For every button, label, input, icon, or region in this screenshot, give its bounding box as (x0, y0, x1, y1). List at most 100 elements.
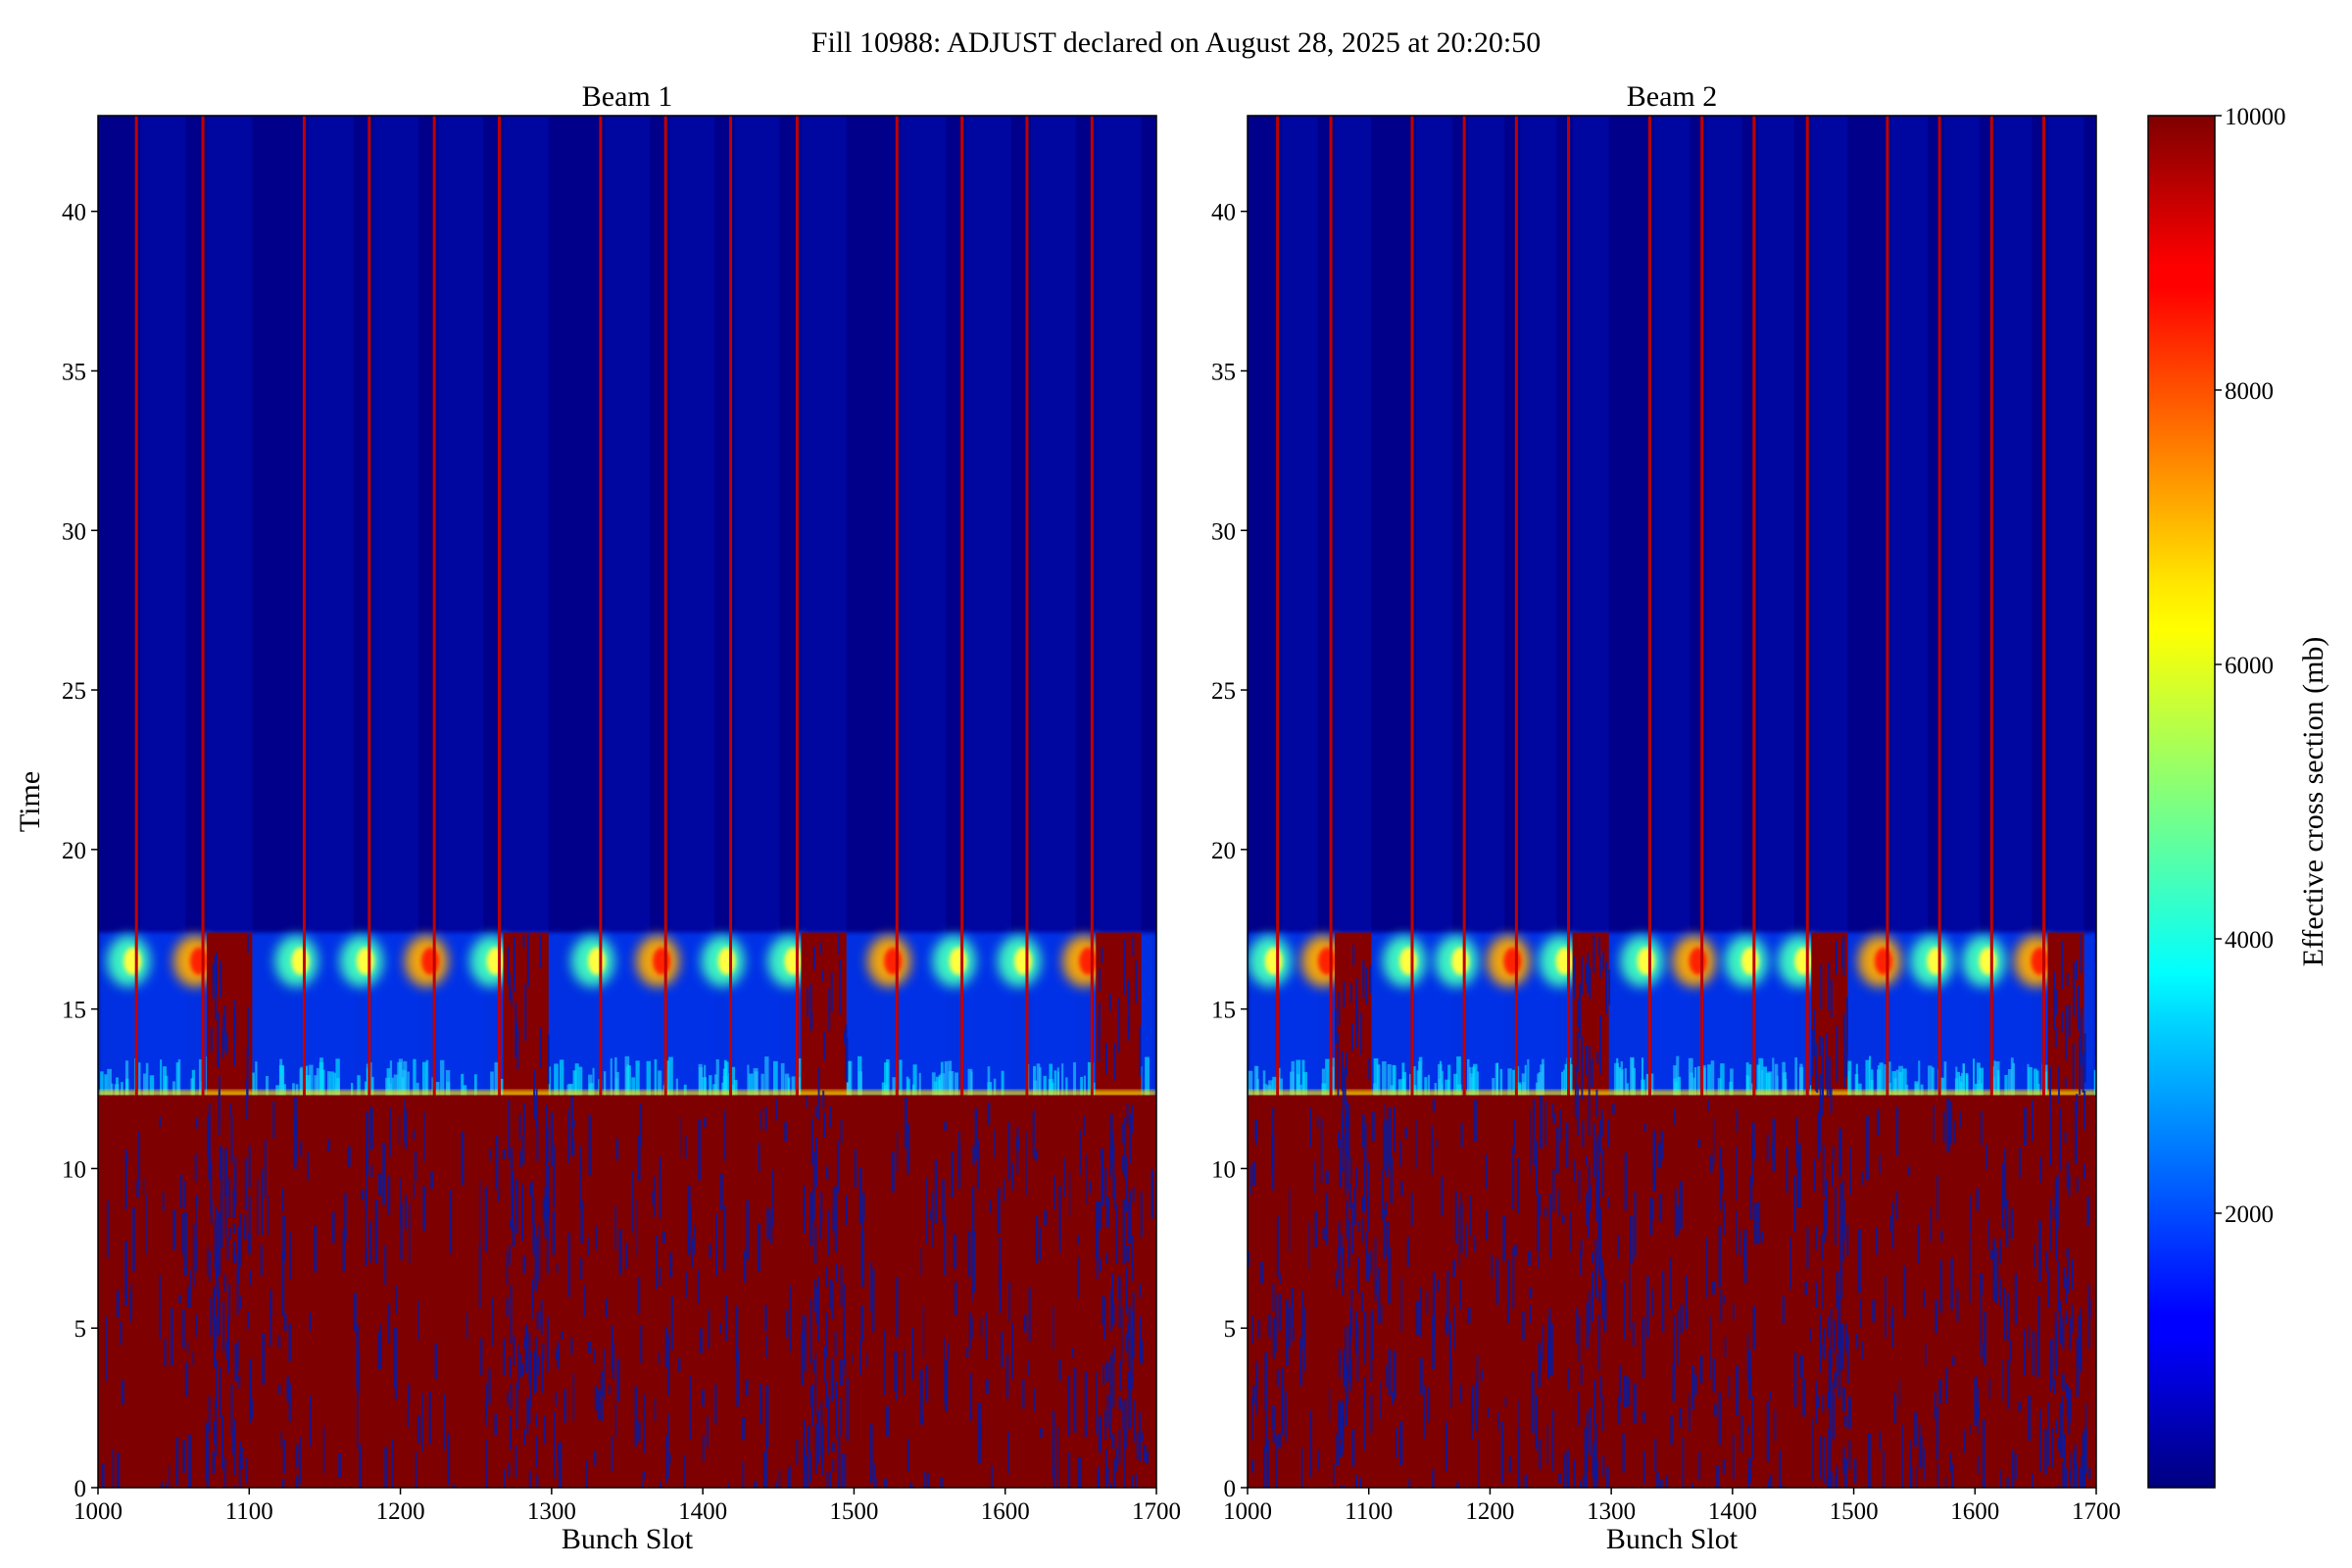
noise-streak (1935, 1299, 1938, 1334)
noise-streak (802, 1314, 805, 1354)
noise-streak (1431, 1126, 1434, 1175)
noise-streak (1349, 1156, 1352, 1181)
noise-streak (1718, 1225, 1722, 1288)
noise-streak (1838, 1128, 1841, 1179)
noise-streak (954, 1282, 957, 1316)
noise-streak (522, 934, 525, 948)
noise-streak (514, 1446, 517, 1479)
noise-streak (1058, 1358, 1061, 1381)
flash-streak (1645, 1073, 1649, 1096)
flash-streak (1858, 1083, 1862, 1096)
noise-streak (226, 1237, 229, 1260)
noise-streak (1500, 1421, 1504, 1484)
noise-streak (1567, 1464, 1570, 1488)
noise-streak (1255, 1361, 1258, 1389)
noise-streak (659, 1482, 662, 1488)
noise-streak (873, 1463, 876, 1488)
flash-streak (1291, 1060, 1296, 1096)
flash-streak (1263, 1084, 1268, 1096)
flash-streak (899, 1059, 903, 1096)
flash-streak (1542, 1058, 1544, 1096)
noise-streak (1342, 1247, 1345, 1296)
noise-streak (214, 1420, 217, 1446)
noise-streak (1361, 1114, 1365, 1149)
noise-streak (1362, 1196, 1365, 1215)
flash-streak (1765, 1072, 1771, 1096)
noise-streak (434, 1343, 438, 1379)
noise-streak (832, 1458, 835, 1472)
noise-streak (1103, 1297, 1106, 1340)
noise-streak (1654, 1438, 1657, 1472)
noise-streak (784, 1122, 788, 1142)
noise-streak (970, 1316, 973, 1340)
noise-streak (1918, 1424, 1921, 1469)
noise-streak (819, 1208, 822, 1241)
noise-streak (145, 1194, 147, 1254)
noise-streak (1132, 1261, 1135, 1282)
noise-streak (1388, 1348, 1392, 1396)
noise-streak (515, 1381, 518, 1429)
flash-streak (1297, 1084, 1302, 1096)
noise-streak (1618, 1365, 1623, 1402)
noise-streak (365, 1250, 368, 1266)
noise-streak (1126, 1333, 1129, 1352)
noise-streak (1908, 1466, 1913, 1488)
noise-streak (1111, 1434, 1115, 1449)
noise-streak (513, 937, 515, 991)
noise-streak (2064, 1077, 2067, 1088)
noise-streak (1821, 1087, 1824, 1105)
noise-streak (378, 1173, 382, 1196)
noise-streak (1132, 936, 1135, 956)
train-shade (1572, 116, 1609, 1096)
noise-streak (175, 1437, 179, 1486)
noise-streak (1740, 1415, 1743, 1453)
flash-streak (1697, 1066, 1700, 1096)
noise-streak (1324, 1192, 1329, 1246)
flash-streak (1972, 1058, 1976, 1096)
noise-streak (1593, 1379, 1596, 1425)
noise-streak (1751, 1135, 1754, 1186)
noise-streak (1504, 1396, 1507, 1407)
noise-streak (1251, 1315, 1254, 1345)
noise-streak (1112, 1354, 1115, 1407)
noise-streak (1390, 1156, 1394, 1203)
flash-streak (1445, 1079, 1450, 1096)
noise-streak (2082, 1053, 2084, 1093)
noise-streak (585, 1459, 588, 1488)
noise-streak (344, 1192, 347, 1241)
flash-streak (2045, 1079, 2050, 1096)
noise-streak (1944, 1367, 1948, 1403)
noise-streak (819, 942, 822, 955)
noise-streak (1011, 1322, 1013, 1379)
noise-streak (2032, 1100, 2034, 1142)
noise-streak (404, 1109, 408, 1150)
noise-streak (1603, 1278, 1607, 1333)
noise-streak (1722, 1458, 1726, 1475)
noise-streak (844, 1030, 847, 1045)
noise-streak (1289, 1188, 1291, 1251)
noise-streak (1528, 1250, 1532, 1266)
noise-streak (1102, 1155, 1104, 1207)
noise-streak (528, 1332, 531, 1385)
flash-streak (1447, 1064, 1451, 1096)
noise-streak (531, 1278, 534, 1307)
noise-streak (685, 1271, 688, 1298)
noise-streak (1794, 1117, 1798, 1167)
noise-streak (2060, 1402, 2064, 1458)
noise-streak (2068, 1390, 2071, 1435)
noise-streak (840, 1119, 843, 1144)
x-axis-label: Bunch Slot (1606, 1523, 1739, 1555)
noise-streak (765, 1433, 768, 1488)
noise-streak (239, 1442, 242, 1470)
flash-streak (731, 1084, 735, 1096)
noise-streak (220, 1149, 223, 1200)
noise-streak (1579, 983, 1582, 1039)
flash-streak (1266, 1085, 1272, 1096)
flash-streak (944, 1061, 949, 1096)
noise-streak (1106, 1467, 1109, 1485)
noise-streak (1774, 1410, 1777, 1442)
noise-streak (519, 1353, 522, 1378)
noise-streak (1123, 939, 1126, 995)
flash-streak (335, 1058, 340, 1096)
noise-streak (1939, 1260, 1943, 1313)
